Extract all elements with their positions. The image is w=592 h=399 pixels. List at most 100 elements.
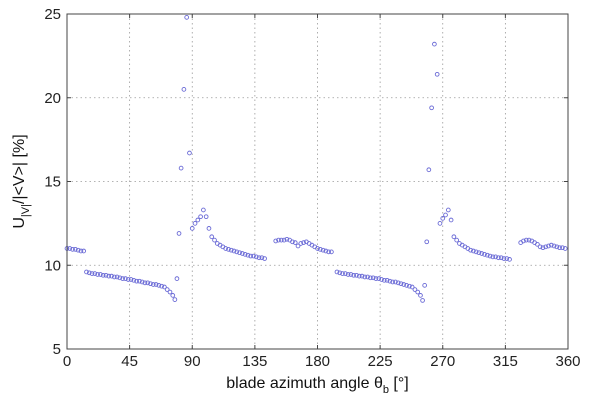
data-point <box>111 274 117 280</box>
data-point <box>176 231 182 236</box>
data-point <box>223 246 228 251</box>
data-point <box>451 234 457 240</box>
data-point <box>242 252 248 257</box>
data-point <box>240 251 245 256</box>
data-point <box>67 246 73 251</box>
data-point <box>337 270 343 276</box>
data-point <box>362 274 368 280</box>
y-axis-label-rest: /|<V>| [%] <box>11 134 28 204</box>
data-point <box>356 273 362 279</box>
data-point <box>376 276 382 281</box>
data-point <box>434 71 440 77</box>
data-point <box>84 269 89 275</box>
data-point <box>501 256 507 261</box>
data-point <box>192 221 198 226</box>
data-point <box>540 245 546 251</box>
data-point <box>546 243 551 249</box>
data-point <box>123 276 128 281</box>
x-tick-label: 180 <box>305 353 330 370</box>
data-point <box>174 276 180 281</box>
data-point <box>145 280 151 286</box>
data-point <box>92 271 98 276</box>
data-point <box>415 289 421 295</box>
data-point <box>468 247 473 253</box>
data-point <box>139 279 145 285</box>
data-point <box>195 217 201 223</box>
data-point <box>284 236 290 242</box>
data-point <box>342 271 348 276</box>
data-point <box>150 282 156 287</box>
data-point <box>412 287 418 292</box>
data-point <box>351 272 357 278</box>
data-point <box>128 277 134 282</box>
y-axis-label-main: U <box>11 217 28 229</box>
data-point <box>278 237 284 243</box>
data-point <box>203 214 209 220</box>
data-point <box>290 239 295 245</box>
data-point <box>159 283 164 289</box>
data-point <box>496 255 501 261</box>
data-point <box>156 283 162 288</box>
data-point <box>504 256 510 261</box>
data-point <box>75 247 81 253</box>
x-tick-label: 225 <box>368 353 393 370</box>
data-point <box>487 253 493 259</box>
data-point <box>448 217 454 223</box>
x-tick-label: 0 <box>63 353 71 370</box>
data-point <box>251 253 256 259</box>
data-point <box>184 15 190 20</box>
data-point <box>106 273 112 279</box>
data-point <box>432 41 437 47</box>
data-point <box>98 272 103 277</box>
data-point <box>384 277 390 283</box>
data-point <box>228 247 234 253</box>
data-point <box>253 254 259 260</box>
data-point <box>473 249 479 255</box>
data-point <box>354 272 359 278</box>
x-tick-label: 45 <box>121 353 138 370</box>
data-point <box>212 237 217 243</box>
data-point <box>148 281 153 287</box>
ticks <box>66 13 569 350</box>
data-point <box>482 252 487 257</box>
data-point <box>81 248 87 254</box>
grid <box>67 14 568 349</box>
data-point <box>395 280 401 286</box>
data-point <box>409 284 415 290</box>
x-tick-label: 135 <box>242 353 267 370</box>
data-point <box>373 276 379 281</box>
data-point <box>329 249 334 255</box>
data-point <box>557 245 562 251</box>
y-tick-label: 20 <box>44 90 61 107</box>
data-point <box>234 249 240 255</box>
x-tick-label: 315 <box>493 353 518 370</box>
y-tick-labels: 5 10 15 20 25 <box>44 6 61 358</box>
data-point <box>334 269 340 275</box>
data-point <box>70 246 75 252</box>
data-point <box>437 221 443 226</box>
data-point <box>323 248 329 254</box>
data-point <box>424 239 430 245</box>
data-point <box>86 270 92 276</box>
data-point <box>120 276 126 281</box>
data-point <box>340 271 345 276</box>
data-point <box>381 277 387 283</box>
data-point <box>95 272 100 277</box>
data-point <box>326 249 331 255</box>
data-point <box>543 244 549 250</box>
data-point <box>476 250 482 256</box>
data-point <box>454 237 460 243</box>
x-tick-label: 90 <box>184 353 201 370</box>
data-point <box>387 278 393 284</box>
data-point <box>348 272 354 277</box>
data-point <box>78 248 84 254</box>
data-point <box>422 283 428 288</box>
data-point <box>231 248 237 254</box>
data-point <box>170 293 176 298</box>
data-point <box>164 287 170 292</box>
x-tick-label: 360 <box>555 353 580 370</box>
data-point <box>418 293 423 298</box>
data-point <box>345 272 351 277</box>
data-point <box>537 244 543 250</box>
